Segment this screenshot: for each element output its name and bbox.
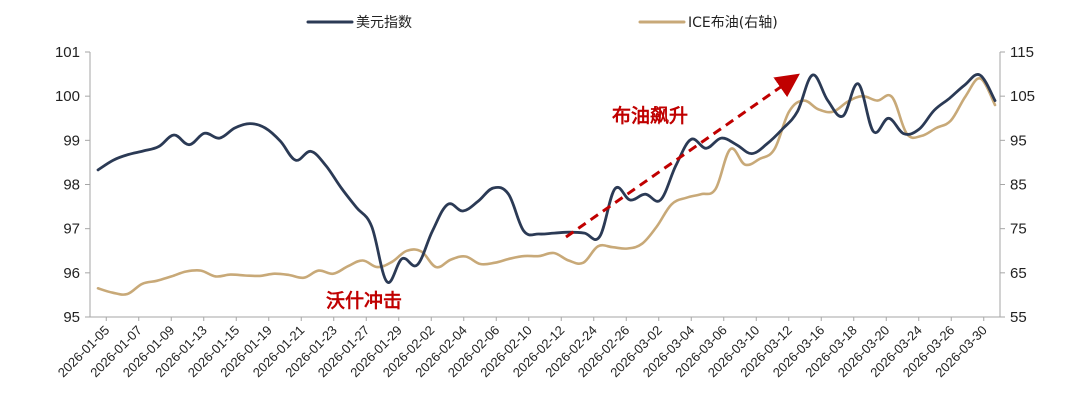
y-right-tick-label: 95 [1010,132,1027,149]
y-right-tick-label: 65 [1010,265,1027,282]
y-right-tick-label: 75 [1010,221,1027,238]
annotation-walsh-shock: 沃什冲击 [326,289,402,312]
series-line-brent [96,77,997,296]
legend: 美元指数 ICE布油(右轴) [306,15,778,31]
y-right-tick-label: 105 [1010,88,1035,105]
y-right-tick-label: 85 [1010,177,1027,194]
y-right-tick-label: 115 [1010,44,1034,61]
annotation-brent-surge: 布油飙升 [612,104,688,127]
y-left-tick-label: 98 [63,177,80,194]
y-left-tick-label: 97 [63,221,80,238]
legend-label-usd-index: 美元指数 [356,15,412,31]
y-left-tick-label: 95 [63,309,80,326]
legend-label-brent: ICE布油(右轴) [688,15,778,31]
y-left-tick-label: 100 [55,88,80,105]
y-axis-left-ticks: 95 96 97 98 99 100 101 [55,44,90,326]
x-axis-ticks: 2026-01-052026-01-072026-01-092026-01-13… [55,317,990,380]
y-axis-right-ticks: 55 65 75 85 95 105 115 [1000,44,1035,326]
y-right-tick-label: 55 [1010,309,1027,326]
y-left-tick-label: 96 [63,265,80,282]
trend-arrow [565,73,800,239]
y-left-tick-label: 99 [63,132,80,149]
y-left-tick-label: 101 [55,44,80,61]
series-line-usd-index [96,73,997,284]
